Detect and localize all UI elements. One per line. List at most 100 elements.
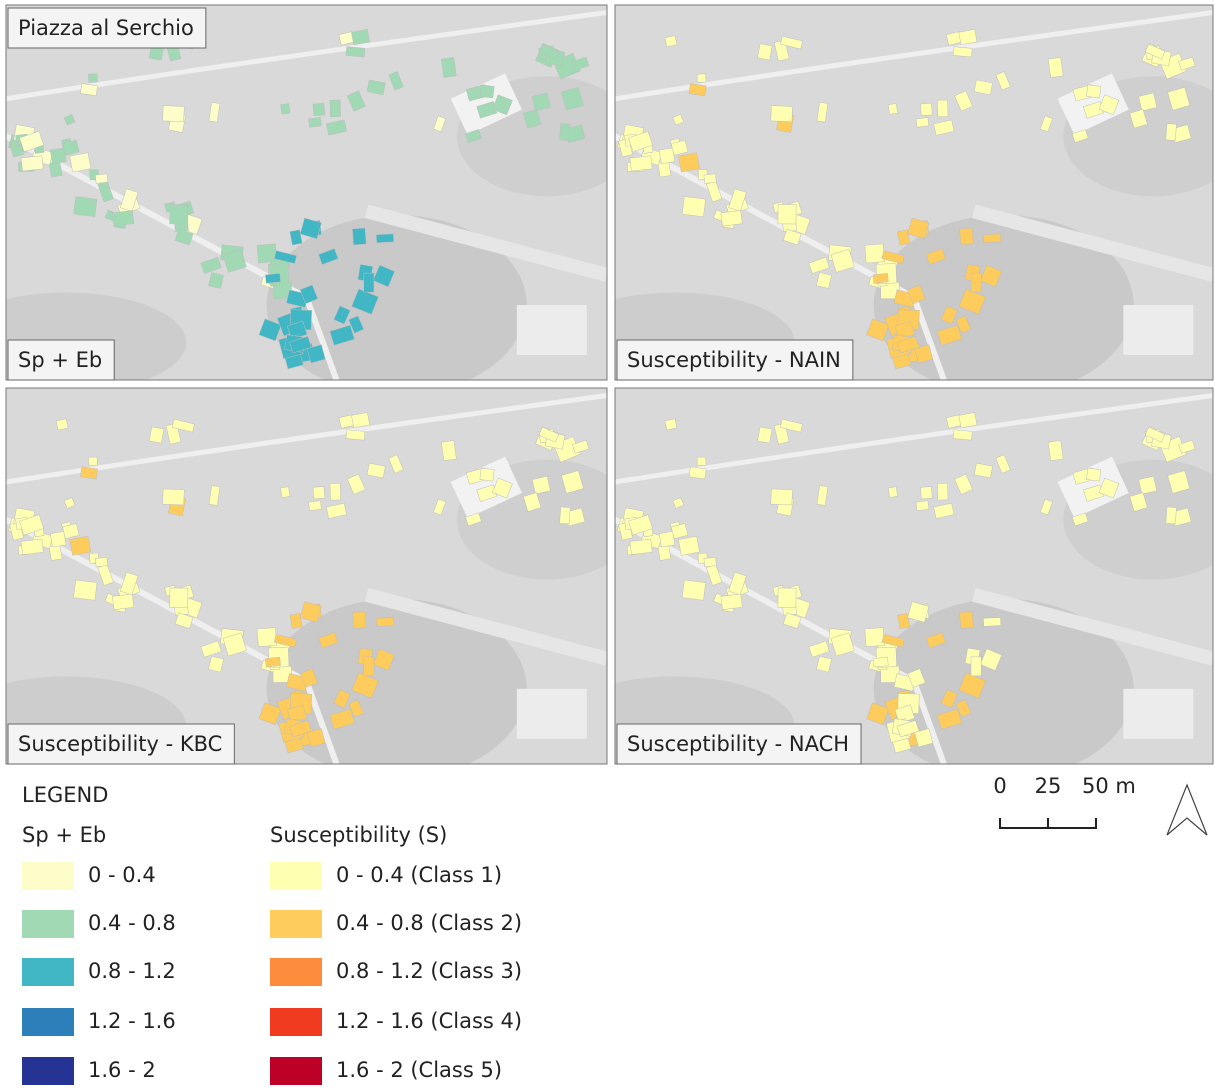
map-panel xyxy=(555,388,1215,779)
building xyxy=(112,210,133,226)
building xyxy=(209,273,224,289)
building xyxy=(689,84,706,96)
panel-label: Sp + Eb xyxy=(18,348,102,372)
building xyxy=(309,117,322,127)
building xyxy=(313,487,325,499)
building xyxy=(888,487,897,498)
panel-label: Susceptibility - KBC xyxy=(18,732,222,756)
building xyxy=(959,412,977,428)
building xyxy=(659,531,675,547)
building xyxy=(364,657,374,676)
building xyxy=(281,103,290,114)
building xyxy=(658,161,671,177)
building xyxy=(697,457,706,466)
legend-label: 0 - 0.4 (Class 1) xyxy=(336,863,502,887)
building xyxy=(352,612,366,629)
building xyxy=(960,612,974,629)
building xyxy=(49,545,62,561)
building xyxy=(1166,507,1177,524)
building xyxy=(70,153,91,172)
building xyxy=(983,234,1001,243)
legend-group-title: Susceptibility (S) xyxy=(270,823,447,847)
building xyxy=(21,156,43,171)
building xyxy=(88,457,97,466)
legend-swatch xyxy=(270,1057,322,1085)
legend-swatch xyxy=(270,958,322,986)
legend-label: 0.8 - 1.2 xyxy=(88,959,176,983)
building xyxy=(682,197,705,217)
building xyxy=(56,419,68,430)
building xyxy=(916,501,929,511)
building xyxy=(376,234,394,243)
legend-label: 1.6 - 2 xyxy=(88,1058,156,1082)
building xyxy=(704,174,717,184)
building xyxy=(1166,124,1177,141)
building xyxy=(80,84,97,96)
building xyxy=(971,657,981,676)
building xyxy=(74,580,97,600)
building xyxy=(80,467,97,479)
building xyxy=(163,489,185,505)
building xyxy=(74,197,97,217)
building xyxy=(95,557,108,567)
north-arrow xyxy=(1167,785,1207,835)
building xyxy=(937,100,948,117)
legend-label: 0.4 - 0.8 (Class 2) xyxy=(336,911,522,935)
building xyxy=(873,657,888,667)
building xyxy=(983,617,1001,626)
legend-label: 1.6 - 2 (Class 5) xyxy=(336,1058,502,1082)
building xyxy=(170,204,188,224)
building xyxy=(771,489,793,505)
building xyxy=(149,427,164,443)
building xyxy=(971,273,981,292)
building xyxy=(816,273,831,289)
legend-label: 0 - 0.4 xyxy=(88,863,156,887)
building xyxy=(265,273,280,283)
building xyxy=(88,74,97,83)
building xyxy=(532,476,550,494)
building xyxy=(532,93,550,111)
building xyxy=(721,210,742,226)
building xyxy=(95,174,108,184)
building xyxy=(916,117,929,127)
map-panel xyxy=(555,5,1215,395)
building xyxy=(50,148,66,164)
structure xyxy=(1123,689,1193,739)
building xyxy=(346,430,365,440)
building xyxy=(281,487,290,498)
building xyxy=(873,273,888,283)
building xyxy=(257,244,277,263)
building xyxy=(658,545,671,561)
panel-label: Susceptibility - NACH xyxy=(627,732,849,756)
building xyxy=(959,29,977,45)
legend-swatch xyxy=(270,862,322,890)
building xyxy=(480,468,494,481)
building xyxy=(865,244,885,263)
building xyxy=(70,536,91,555)
building xyxy=(630,156,652,171)
building xyxy=(313,103,325,115)
building xyxy=(960,228,974,245)
building xyxy=(678,536,699,555)
legend-label: 1.2 - 1.6 (Class 4) xyxy=(336,1009,522,1033)
building xyxy=(953,430,972,440)
building xyxy=(560,507,571,524)
legend-swatch xyxy=(22,910,74,938)
structure xyxy=(517,305,587,355)
legend-label: 0.8 - 1.2 (Class 3) xyxy=(336,959,522,983)
building xyxy=(865,628,885,647)
structure xyxy=(517,689,587,739)
building xyxy=(1139,476,1157,494)
building xyxy=(309,501,322,511)
building xyxy=(665,419,677,430)
building xyxy=(209,656,224,672)
building xyxy=(920,103,932,115)
building xyxy=(112,594,133,610)
building xyxy=(697,74,706,83)
building xyxy=(659,148,675,164)
scale-label: 50 m xyxy=(1082,774,1136,798)
building xyxy=(346,47,365,57)
building xyxy=(689,467,706,479)
building xyxy=(1048,57,1063,77)
building xyxy=(778,588,796,608)
